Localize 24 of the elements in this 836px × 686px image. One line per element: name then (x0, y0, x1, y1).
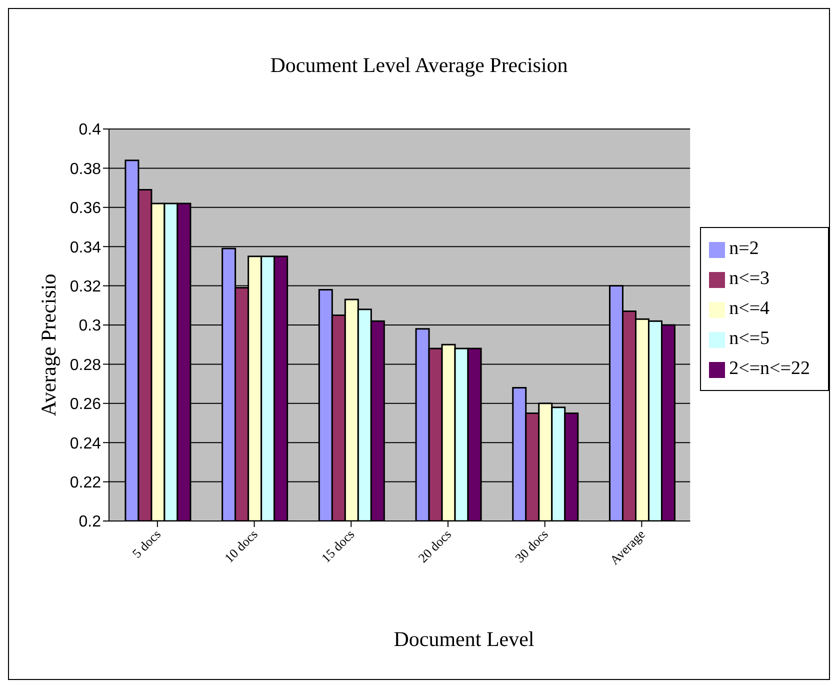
y-axis-title: Average Precisio (36, 274, 62, 416)
y-tick-label: 0.34 (70, 239, 102, 256)
y-tick-label: 0.3 (78, 318, 102, 335)
legend-label: 2<=n<=22 (729, 358, 810, 379)
y-tick-label: 0.26 (70, 396, 102, 414)
x-tick-label: 5 docs (129, 526, 164, 561)
y-tick-label: 0.38 (70, 160, 102, 178)
x-axis-title: Document Level (392, 627, 536, 652)
y-tick-label: 0.32 (70, 278, 102, 296)
legend-label: n=2 (729, 238, 759, 259)
x-tick-label: 30 docs (512, 526, 551, 566)
x-tick-label: 15 docs (318, 526, 358, 566)
y-tick-label: 0.24 (70, 435, 102, 452)
x-tick-label: 10 docs (221, 526, 260, 566)
y-tick-label: 0.36 (70, 200, 102, 218)
legend-label: n<=4 (729, 298, 770, 319)
y-tick-label: 0.4 (78, 122, 102, 139)
y-tick-label: 0.28 (70, 356, 102, 374)
y-tick-label: 0.2 (78, 514, 102, 531)
legend-label: n<=5 (729, 328, 770, 349)
chart-title: Document Level Average Precision (269, 53, 569, 78)
x-tick-label: 20 docs (415, 526, 454, 566)
y-tick-label: 0.22 (70, 474, 102, 492)
legend-label: n<=3 (729, 268, 770, 289)
